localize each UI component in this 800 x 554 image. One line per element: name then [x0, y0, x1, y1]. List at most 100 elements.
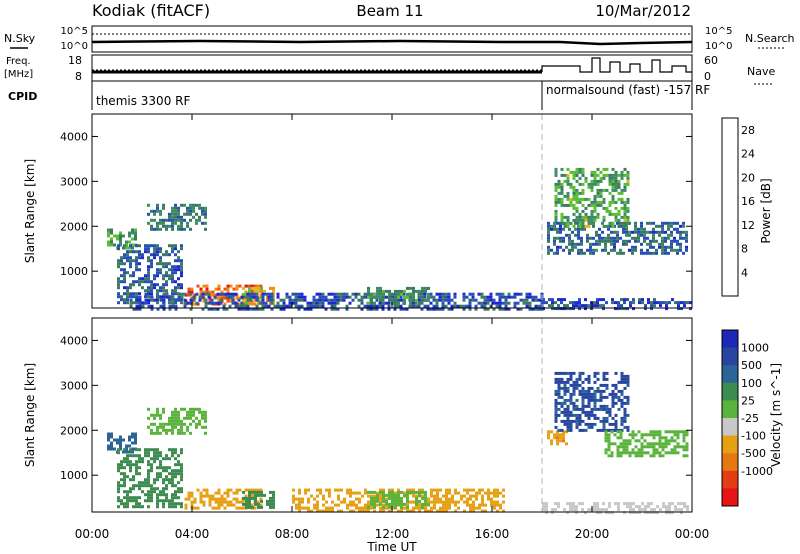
heatmap-cell — [243, 295, 247, 299]
heatmap-cell — [490, 500, 493, 504]
heatmap-cell — [147, 463, 150, 467]
heatmap-cell — [676, 430, 680, 434]
heatmap-cell — [677, 301, 680, 305]
heatmap-cell — [623, 407, 627, 411]
heatmap-cell — [211, 497, 215, 501]
heatmap-cell — [601, 236, 604, 240]
heatmap-cell — [272, 505, 275, 509]
heatmap-cell — [247, 488, 251, 492]
heatmap-cell — [581, 167, 585, 171]
heatmap-cell — [581, 224, 585, 228]
heatmap-cell — [608, 209, 612, 213]
heatmap-cell — [592, 242, 595, 246]
heatmap-cell — [626, 200, 630, 204]
heatmap-cell — [611, 173, 615, 177]
heatmap-cell — [559, 433, 562, 437]
heatmap-cell — [589, 248, 592, 252]
heatmap-cell — [292, 494, 295, 498]
heatmap-cell — [153, 298, 157, 302]
heatmap-cell — [204, 221, 207, 225]
heatmap-cell — [563, 508, 566, 512]
heatmap-cell — [617, 502, 620, 506]
heatmap-cell — [653, 508, 656, 512]
heatmap-cell — [162, 307, 166, 311]
heatmap-cell — [327, 292, 331, 296]
heatmap-cell — [349, 500, 352, 504]
heatmap-cell — [122, 450, 125, 454]
heatmap-cell — [418, 493, 421, 497]
heatmap-cell — [273, 304, 277, 308]
heatmap-cell — [619, 445, 623, 449]
heatmap-cell — [297, 292, 301, 296]
heatmap-cell — [566, 410, 570, 414]
heatmap-cell — [495, 301, 499, 305]
heatmap-cell — [554, 392, 558, 396]
heatmap-cell — [577, 233, 580, 237]
heatmap-cell — [626, 374, 630, 378]
heatmap-cell — [640, 451, 644, 455]
heatmap-cell — [575, 209, 579, 213]
heatmap-cell — [307, 506, 310, 510]
heatmap-cell — [566, 380, 570, 384]
heatmap-cell — [559, 227, 562, 231]
heatmap-cell — [569, 410, 573, 414]
heatmap-cell — [557, 505, 560, 509]
heatmap-cell — [475, 497, 478, 501]
heatmap-cell — [177, 283, 180, 287]
heatmap-cell — [174, 472, 177, 476]
heatmap-cell — [318, 304, 322, 308]
heatmap-cell — [135, 502, 138, 506]
heatmap-cell — [264, 292, 268, 296]
heatmap-cell — [211, 506, 215, 510]
heatmap-cell — [584, 413, 588, 417]
heatmap-cell — [397, 509, 400, 513]
heatmap-cell — [673, 448, 677, 452]
heatmap-cell — [177, 268, 180, 272]
heatmap-cell — [661, 242, 664, 246]
heatmap-cell — [547, 251, 550, 255]
heatmap-cell — [196, 284, 200, 288]
heatmap-cell — [150, 227, 153, 231]
heatmap-cell — [187, 497, 191, 501]
heatmap-cell — [679, 430, 683, 434]
heatmap-cell — [186, 410, 189, 414]
heatmap-cell — [447, 292, 451, 296]
heatmap-cell — [391, 488, 394, 492]
heatmap-cell — [581, 419, 585, 423]
heatmap-cell — [242, 496, 245, 500]
heatmap-cell — [135, 304, 139, 308]
heatmap-cell — [495, 304, 499, 308]
heatmap-cell — [174, 448, 177, 452]
heatmap-cell — [360, 301, 364, 305]
heatmap-cell — [279, 298, 283, 302]
heatmap-cell — [113, 447, 116, 451]
heatmap-cell — [590, 221, 594, 225]
heatmap-cell — [557, 307, 560, 311]
heatmap-cell — [569, 502, 572, 506]
heatmap-cell — [269, 502, 272, 506]
heatmap-cell — [584, 389, 588, 393]
heatmap-cell — [177, 292, 181, 296]
heatmap-cell — [153, 487, 156, 491]
heatmap-cell — [572, 392, 576, 396]
heatmap-cell — [300, 298, 304, 302]
heatmap-cell — [462, 292, 466, 296]
heatmap-cell — [129, 295, 132, 299]
heatmap-cell — [165, 457, 168, 461]
heatmap-cell — [590, 307, 593, 311]
heatmap-cell — [581, 395, 585, 399]
cpid-label: CPID — [8, 90, 37, 103]
heatmap-cell — [525, 304, 529, 308]
heatmap-cell — [685, 448, 689, 452]
heatmap-cell — [351, 292, 355, 296]
heatmap-cell — [159, 247, 162, 251]
heatmap-cell — [569, 395, 573, 399]
heatmap-cell — [614, 386, 618, 390]
heatmap-cell — [150, 280, 153, 284]
heatmap-cell — [403, 301, 406, 305]
heatmap-cell — [397, 496, 400, 500]
heatmap-cell — [294, 292, 298, 296]
heatmap-cell — [238, 500, 242, 504]
heatmap-cell — [584, 307, 587, 311]
heatmap-cell — [637, 454, 641, 458]
